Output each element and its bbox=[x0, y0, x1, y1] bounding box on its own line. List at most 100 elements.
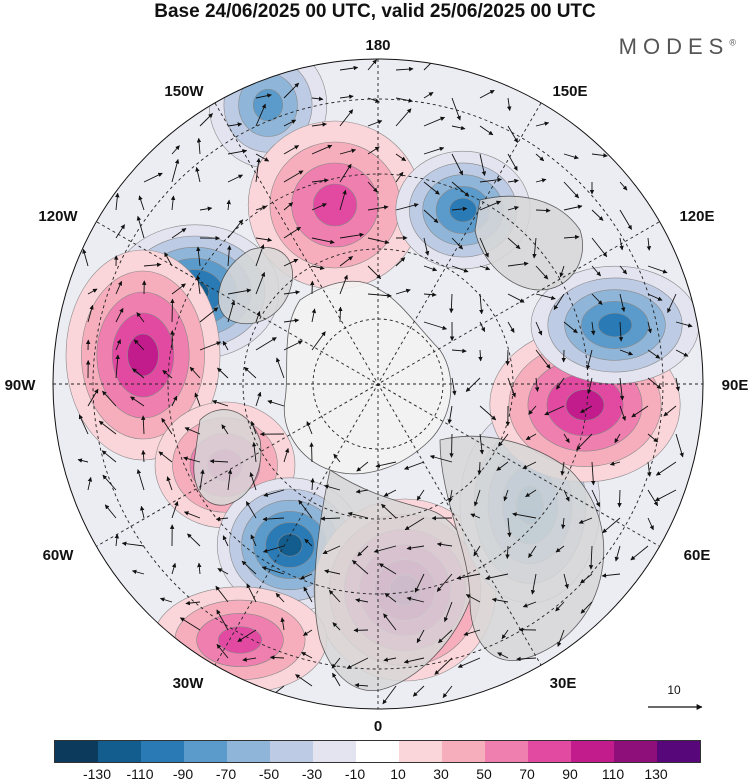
wind-vector bbox=[675, 321, 693, 328]
wind-vector bbox=[654, 489, 677, 502]
wind-vector bbox=[512, 512, 537, 519]
wind-vector bbox=[164, 252, 173, 267]
colorbar-swatch bbox=[442, 741, 485, 762]
wind-vector bbox=[215, 516, 229, 522]
wind-vector bbox=[311, 178, 329, 183]
lon-label-120e: 120E bbox=[679, 208, 714, 225]
brand-text: MODES bbox=[618, 34, 730, 59]
wind-vector bbox=[102, 474, 117, 491]
wind-vector bbox=[141, 449, 146, 463]
wind-vector bbox=[477, 461, 482, 475]
wind-vector bbox=[602, 517, 621, 534]
wind-vector bbox=[479, 200, 502, 211]
wind-vector bbox=[255, 237, 273, 243]
wind-vector bbox=[216, 643, 229, 659]
wind-vector bbox=[429, 454, 453, 463]
wind-vector bbox=[443, 601, 453, 623]
wind-vector bbox=[184, 427, 201, 435]
wind-vector bbox=[215, 585, 229, 603]
wind-vector bbox=[591, 293, 603, 305]
wind-vector bbox=[255, 205, 268, 211]
wind-vector bbox=[563, 204, 583, 211]
wind-vector bbox=[479, 177, 502, 183]
wind-vector bbox=[212, 399, 229, 407]
colorbar-swatch bbox=[528, 741, 571, 762]
anomaly-contour bbox=[565, 389, 605, 421]
wind-vector bbox=[479, 321, 486, 333]
wind-vector bbox=[283, 340, 303, 351]
wind-vector bbox=[267, 399, 285, 407]
wind-vector bbox=[619, 293, 626, 312]
wind-vector bbox=[242, 657, 257, 662]
wind-vector bbox=[311, 308, 317, 323]
wind-vectors bbox=[77, 59, 693, 705]
lon-label-180: 180 bbox=[365, 37, 390, 54]
wind-vector bbox=[171, 562, 177, 575]
wind-vector bbox=[87, 388, 99, 407]
colorbar-tick-label: 30 bbox=[433, 766, 449, 782]
lon-label-120w: 120W bbox=[38, 208, 78, 225]
wind-vector bbox=[451, 377, 457, 396]
wind-vector bbox=[619, 209, 632, 230]
wind-vector bbox=[436, 573, 453, 592]
wind-vector bbox=[619, 181, 628, 191]
wind-vector bbox=[255, 271, 266, 295]
wind-vector bbox=[375, 461, 397, 468]
wind-vector bbox=[525, 433, 537, 440]
wind-vector bbox=[367, 146, 380, 155]
wind-vector bbox=[241, 560, 257, 575]
wind-vector bbox=[130, 396, 145, 407]
wind-vector bbox=[332, 672, 341, 687]
wind-vector bbox=[261, 566, 285, 575]
wind-vector bbox=[561, 517, 566, 530]
wind-vector bbox=[283, 258, 299, 267]
colorbar-tick-label: -30 bbox=[301, 766, 323, 782]
colorbar-tick-label: -130 bbox=[82, 766, 112, 782]
wind-vector bbox=[395, 97, 413, 103]
wind-vector bbox=[395, 288, 411, 295]
wind-vector bbox=[395, 203, 419, 211]
wind-vector bbox=[143, 172, 163, 183]
wind-vector bbox=[136, 469, 145, 491]
wind-vector bbox=[507, 237, 521, 250]
wind-vector bbox=[580, 601, 593, 614]
wind-vector bbox=[280, 617, 285, 631]
wind-vector bbox=[647, 321, 652, 334]
wind-vector bbox=[131, 569, 145, 575]
wind-vector bbox=[141, 415, 146, 435]
wind-vector bbox=[451, 206, 468, 212]
wind-vector bbox=[479, 237, 489, 258]
wind-vector bbox=[227, 288, 252, 295]
wind-vector bbox=[87, 304, 94, 323]
wind-vector bbox=[479, 125, 494, 136]
wind-vector bbox=[115, 192, 120, 211]
wind-vector bbox=[283, 318, 300, 323]
wind-vector bbox=[104, 504, 117, 519]
wind-vector bbox=[463, 629, 481, 636]
wind-vector bbox=[226, 199, 231, 211]
wind-vector bbox=[378, 563, 397, 575]
wind-vector bbox=[535, 349, 551, 369]
wind-vector bbox=[227, 174, 244, 183]
wind-vector bbox=[580, 405, 593, 413]
wind-vector bbox=[338, 306, 343, 323]
wind-vector bbox=[591, 489, 601, 508]
wind-vector bbox=[246, 583, 257, 603]
colorbar-swatch bbox=[356, 741, 399, 762]
wind-vector bbox=[532, 237, 537, 259]
wind-vector bbox=[395, 66, 414, 72]
wind-vector bbox=[498, 433, 509, 447]
wind-vector bbox=[663, 405, 677, 417]
wind-vector bbox=[507, 293, 525, 303]
wind-vector bbox=[448, 489, 453, 503]
wind-vector bbox=[136, 312, 145, 323]
wind-vector bbox=[166, 476, 173, 491]
wind-vector bbox=[303, 629, 313, 636]
wind-vector bbox=[406, 545, 425, 551]
wind-vector bbox=[451, 97, 461, 121]
wind-vector bbox=[352, 560, 369, 575]
wind-vector bbox=[82, 248, 89, 267]
wind-vector bbox=[199, 206, 213, 211]
wind-vector bbox=[183, 511, 201, 519]
wind-vector bbox=[609, 461, 621, 466]
